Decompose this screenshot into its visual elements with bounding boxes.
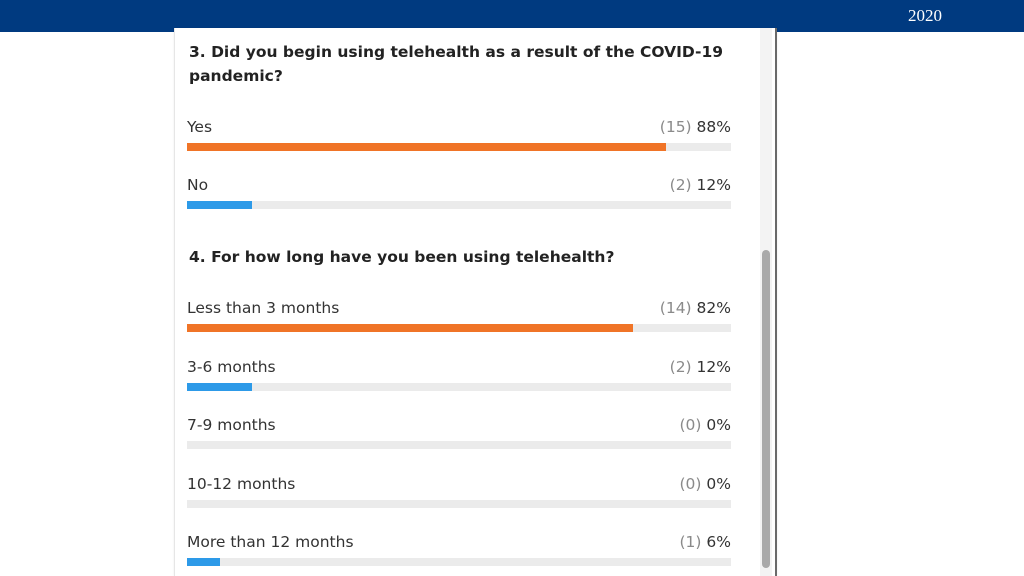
result-bar-track <box>187 324 731 332</box>
option-percent: 0% <box>706 475 731 493</box>
scrollbar-thumb[interactable] <box>762 250 770 568</box>
result-bar-track <box>187 441 731 449</box>
option-percent: 88% <box>696 118 731 136</box>
q4-option-10-12: 10-12 months (0) 0% <box>187 475 731 515</box>
question-4-title: 4. For how long have you been using tele… <box>189 248 615 266</box>
option-stat: (0) 0% <box>680 475 732 493</box>
option-label: Yes <box>187 118 213 136</box>
result-bar-fill <box>187 143 666 151</box>
vertical-scrollbar[interactable] <box>760 28 772 576</box>
result-bar-track <box>187 383 731 391</box>
result-bar-track <box>187 500 731 508</box>
result-bar-track <box>187 201 731 209</box>
option-percent: 12% <box>696 358 731 376</box>
q3-option-no: No (2) 12% <box>187 176 731 216</box>
option-percent: 6% <box>706 533 731 551</box>
result-bar-track <box>187 143 731 151</box>
option-stat: (15) 88% <box>660 118 731 136</box>
option-label: 10-12 months <box>187 475 296 493</box>
option-percent: 0% <box>706 416 731 434</box>
result-bar-fill <box>187 558 220 566</box>
option-count: (1) <box>679 533 702 551</box>
option-count: (0) <box>679 475 702 493</box>
q4-option-3-6: 3-6 months (2) 12% <box>187 358 731 398</box>
option-count: (2) <box>669 176 692 194</box>
header-bar: 2020 <box>0 0 1024 32</box>
option-stat: (2) 12% <box>670 176 731 194</box>
option-percent: 12% <box>696 176 731 194</box>
option-stat: (1) 6% <box>680 533 732 551</box>
result-bar-fill <box>187 324 634 332</box>
result-bar-fill <box>187 201 253 209</box>
result-bar-track <box>187 558 731 566</box>
option-label: Less than 3 months <box>187 299 340 317</box>
option-count: (14) <box>659 299 692 317</box>
option-label: No <box>187 176 209 194</box>
option-percent: 82% <box>696 299 731 317</box>
option-stat: (2) 12% <box>670 358 731 376</box>
option-label: 3-6 months <box>187 358 276 376</box>
q4-option-more-than-12: More than 12 months (1) 6% <box>187 533 731 573</box>
question-3-title: 3. Did you begin using telehealth as a r… <box>189 43 724 85</box>
option-count: (0) <box>679 416 702 434</box>
q4-option-less-than-3: Less than 3 months (14) 82% <box>187 299 731 339</box>
survey-results-panel: 3. Did you begin using telehealth as a r… <box>174 28 777 576</box>
option-label: 7-9 months <box>187 416 276 434</box>
year-label: 2020 <box>908 6 942 25</box>
q3-option-yes: Yes (15) 88% <box>187 118 731 158</box>
option-stat: (0) 0% <box>680 416 732 434</box>
option-count: (15) <box>659 118 692 136</box>
option-count: (2) <box>669 358 692 376</box>
q4-option-7-9: 7-9 months (0) 0% <box>187 416 731 456</box>
option-stat: (14) 82% <box>660 299 731 317</box>
option-label: More than 12 months <box>187 533 354 551</box>
result-bar-fill <box>187 383 253 391</box>
